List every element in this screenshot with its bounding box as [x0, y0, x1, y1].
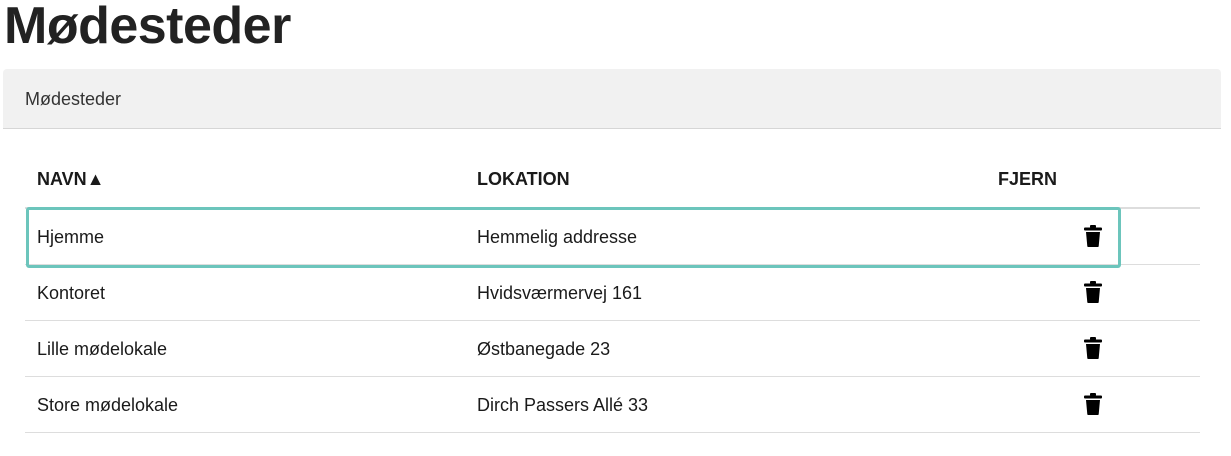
trash-icon[interactable]	[1084, 393, 1102, 415]
panel-header: Mødesteder	[3, 69, 1221, 129]
trash-icon[interactable]	[1084, 225, 1102, 247]
column-header-remove: FJERN	[998, 169, 1058, 189]
page-title: Mødesteder	[4, 0, 291, 55]
row-highlight	[26, 207, 1121, 268]
column-header-name[interactable]: NAVN▲	[37, 169, 105, 189]
panel-title: Mødesteder	[25, 89, 122, 109]
row-name: Kontoret	[37, 283, 106, 303]
trash-icon[interactable]	[1084, 281, 1102, 303]
row-name: Lille mødelokale	[37, 339, 168, 359]
trash-icon[interactable]	[1084, 337, 1102, 359]
table-row[interactable]: Lille mødelokale Østbanegade 23	[25, 321, 1200, 377]
row-location: Østbanegade 23	[477, 339, 611, 359]
row-location: Hvidsværmervej 161	[477, 283, 643, 303]
row-location: Hemmelig addresse	[477, 227, 638, 247]
table-row[interactable]: Store mødelokale Dirch Passers Allé 33	[25, 377, 1200, 433]
table-row[interactable]: Kontoret Hvidsværmervej 161	[25, 265, 1200, 321]
row-name: Store mødelokale	[37, 395, 179, 415]
row-name: Hjemme	[37, 227, 105, 247]
row-location: Dirch Passers Allé 33	[477, 395, 649, 415]
table-row[interactable]: Hjemme Hemmelig addresse	[25, 209, 1200, 265]
column-header-location: LOKATION	[477, 169, 570, 189]
